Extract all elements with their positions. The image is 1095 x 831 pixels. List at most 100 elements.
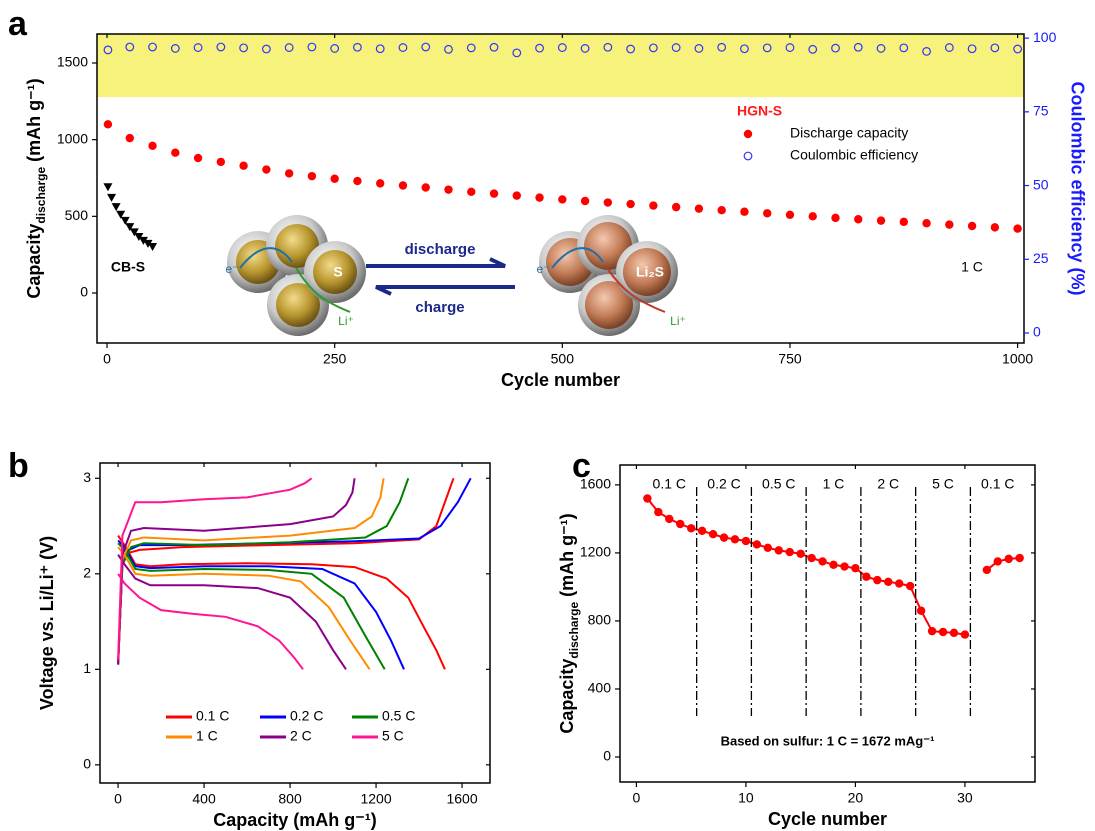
y-tick-label: 1200 [580, 544, 611, 560]
y-tick-label: 3 [83, 469, 91, 485]
data-point [731, 535, 739, 543]
data-point [900, 218, 908, 226]
data-point [818, 557, 826, 565]
data-point [399, 181, 407, 189]
y-tick-label: 0 [80, 284, 88, 300]
product-label: Li₂S [636, 264, 664, 280]
legend-label: 1 C [196, 728, 218, 744]
data-point [922, 219, 930, 227]
data-point [672, 203, 680, 211]
data-point [950, 629, 958, 637]
y2-tick-label: 50 [1033, 176, 1049, 192]
data-point [308, 172, 316, 180]
y2-tick-label: 100 [1033, 29, 1057, 45]
data-point [194, 154, 202, 162]
data-point [895, 579, 903, 587]
data-point [107, 194, 116, 202]
data-point [422, 183, 430, 191]
y2-tick-label: 25 [1033, 250, 1049, 266]
data-point [840, 562, 848, 570]
data-point [676, 520, 684, 528]
data-point [604, 198, 612, 206]
ion-label: Li⁺ [338, 314, 354, 328]
data-point [994, 557, 1002, 565]
data-point [1013, 224, 1021, 232]
legend-label: Coulombic efficiency [790, 147, 918, 163]
data-point [649, 201, 657, 209]
data-point [873, 576, 881, 584]
rate-label: 0.2 C [707, 476, 740, 492]
data-point [807, 554, 815, 562]
electron-label: e⁻ [225, 262, 238, 276]
y-tick-label: 1 [83, 660, 91, 676]
y-axis-title: Capacitydischarge (mAh g⁻¹) [24, 78, 48, 298]
panel-letter: c [572, 447, 591, 485]
data-point [148, 142, 156, 150]
y-tick-label: 2 [83, 565, 91, 581]
data-point [775, 546, 783, 554]
data-point [1015, 554, 1023, 562]
y-tick-label: 500 [65, 207, 89, 223]
data-point [513, 191, 521, 199]
data-point [217, 158, 225, 166]
legend-title: HGN-S [737, 103, 782, 119]
x-tick-label: 750 [778, 351, 802, 367]
data-point [796, 550, 804, 558]
data-point [786, 548, 794, 556]
data-point [239, 162, 247, 170]
data-point [1005, 555, 1013, 563]
data-point [467, 188, 475, 196]
rate-label: 5 C [932, 476, 954, 492]
data-point [786, 211, 794, 219]
data-point [535, 193, 543, 201]
y-tick-label: 800 [588, 612, 612, 628]
x-tick-label: 500 [551, 351, 575, 367]
series-line [118, 478, 453, 669]
figure: 025050075010000500100015000255075100aCyc… [0, 0, 1095, 831]
data-point [654, 508, 662, 516]
legend-label: 0.1 C [196, 708, 229, 724]
x-tick-label: 0 [114, 791, 122, 807]
data-point [862, 573, 870, 581]
y-axis-title-main: Voltage vs. Li/Li⁺ (V) [37, 536, 57, 710]
y-axis-title: Voltage vs. Li/Li⁺ (V) [37, 536, 57, 710]
rate-label: 0.1 C [653, 476, 686, 492]
discharge-label: discharge [405, 241, 476, 258]
y-tick-label: 400 [588, 680, 612, 696]
charge-arrow [376, 287, 515, 294]
y-axis-title-main: Capacity [557, 659, 577, 734]
data-point [809, 212, 817, 220]
x-axis-title: Cycle number [768, 809, 887, 829]
x-tick-label: 800 [278, 791, 302, 807]
panel-letter: b [8, 447, 29, 485]
x-tick-label: 1600 [446, 791, 477, 807]
data-point [720, 533, 728, 541]
data-point [740, 208, 748, 216]
data-point [877, 216, 885, 224]
data-point [581, 197, 589, 205]
legend-marker [744, 130, 752, 138]
data-point [112, 203, 121, 211]
data-point [983, 566, 991, 574]
y-axis-title-sub: discharge [567, 602, 581, 659]
data-point [742, 537, 750, 545]
data-point [854, 215, 862, 223]
note: Based on sulfur: 1 C = 1672 mAg⁻¹ [721, 733, 935, 748]
data-point [968, 222, 976, 230]
legend-marker [744, 152, 752, 160]
data-point [171, 148, 179, 156]
x-tick-label: 0 [633, 790, 641, 806]
electron-label: e⁻ [536, 262, 549, 276]
inset-diagram: discharge charge S Li₂S e⁻ e⁻ Li⁺ Li⁺ [225, 215, 685, 336]
rate-label: 0.1 C [981, 476, 1014, 492]
shaded-region [97, 34, 1024, 97]
x-tick-label: 1000 [1002, 351, 1033, 367]
data-point [991, 223, 999, 231]
data-point [928, 627, 936, 635]
charge-label: charge [415, 299, 464, 316]
y-tick-label: 0 [603, 748, 611, 764]
y-axis-title-unit: (mAh g⁻¹) [24, 78, 44, 166]
data-point [148, 243, 157, 251]
rate-label: 0.5 C [762, 476, 795, 492]
y-axis-title-sub: discharge [34, 167, 48, 224]
